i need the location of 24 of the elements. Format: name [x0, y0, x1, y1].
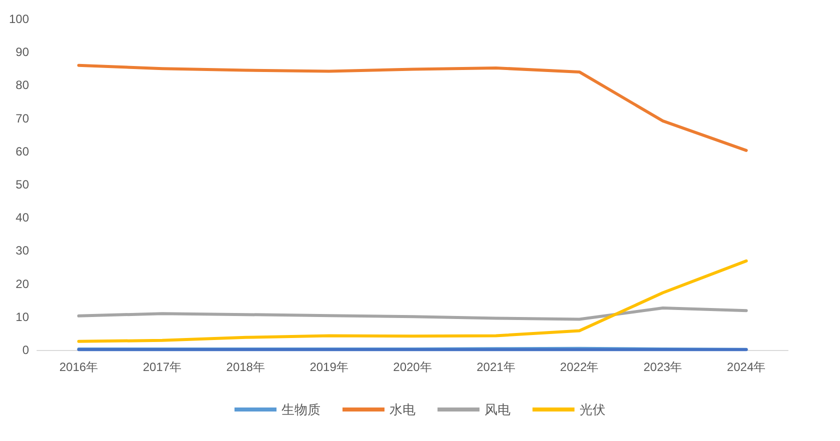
y-tick-label: 100	[8, 12, 30, 26]
legend-label: 水电	[390, 402, 416, 417]
y-tick-label: 20	[16, 276, 30, 291]
y-tick-label: 40	[16, 210, 30, 225]
y-tick-label: 90	[16, 45, 30, 60]
y-tick-label: 0	[22, 343, 30, 357]
y-tick-label: 50	[16, 178, 30, 192]
legend-label: 风电	[484, 402, 510, 417]
x-tick-label: 2018年	[226, 360, 265, 374]
x-tick-label: 2016年	[59, 360, 98, 374]
x-tick-label: 2019年	[310, 360, 348, 374]
y-tick-label: 30	[16, 244, 30, 258]
x-tick-label: 2023年	[643, 360, 682, 374]
x-tick-label: 2021年	[476, 360, 516, 374]
y-tick-label: 70	[16, 111, 30, 126]
y-tick-label: 80	[16, 78, 30, 92]
legend-label: 光伏	[580, 402, 606, 417]
legend-label: 生物质	[282, 402, 320, 417]
x-tick-label: 2020年	[393, 360, 432, 374]
y-tick-label: 60	[16, 144, 30, 158]
x-tick-label: 2017年	[142, 360, 182, 374]
x-tick-label: 2024年	[726, 360, 766, 374]
y-tick-label: 10	[16, 310, 30, 324]
x-tick-label: 2022年	[560, 360, 599, 374]
